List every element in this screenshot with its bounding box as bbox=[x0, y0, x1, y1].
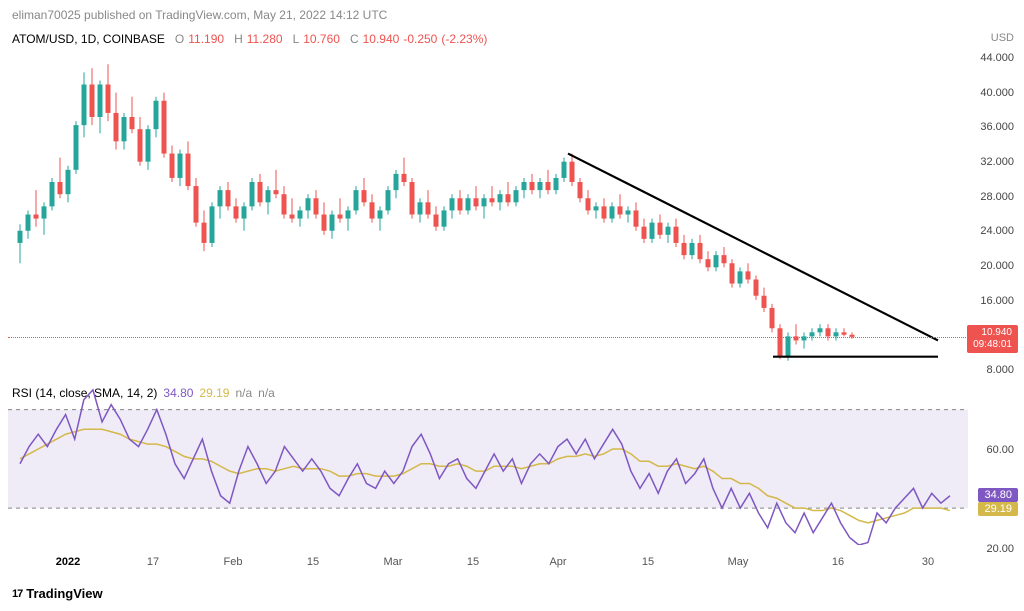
open-value: 11.190 bbox=[188, 32, 224, 46]
price-tick: 16.000 bbox=[980, 295, 1014, 307]
change-value: -0.250 bbox=[403, 32, 437, 46]
price-tick: 40.000 bbox=[980, 87, 1014, 99]
price-tick: 32.000 bbox=[980, 156, 1014, 168]
low-value: 10.760 bbox=[303, 32, 340, 46]
price-tick: 44.000 bbox=[980, 52, 1014, 64]
axis-title: USD bbox=[966, 32, 1014, 44]
high-value: 11.280 bbox=[247, 32, 283, 46]
time-label: 16 bbox=[832, 556, 844, 568]
time-label: 15 bbox=[467, 556, 479, 568]
rsi-tick: 60.00 bbox=[986, 444, 1014, 456]
change-pct: (-2.23%) bbox=[441, 32, 487, 46]
c-label: C bbox=[350, 32, 359, 46]
time-label: 15 bbox=[307, 556, 319, 568]
close-value: 10.940 bbox=[363, 32, 400, 46]
publish-header: eliman70025 published on TradingView.com… bbox=[12, 8, 387, 22]
symbol: ATOM/USD, 1D, COINBASE bbox=[12, 32, 165, 46]
price-tag-countdown: 09:48:01 bbox=[973, 339, 1012, 351]
l-label: L bbox=[293, 32, 300, 46]
time-label: 2022 bbox=[56, 556, 80, 568]
price-tag-value: 10.940 bbox=[973, 327, 1012, 339]
time-label: Feb bbox=[224, 556, 243, 568]
price-tick: 28.000 bbox=[980, 191, 1014, 203]
time-label: 30 bbox=[922, 556, 934, 568]
time-label: Apr bbox=[549, 556, 566, 568]
current-price-tag: 10.940 09:48:01 bbox=[967, 325, 1018, 353]
tv-logo-icon: 17 bbox=[12, 588, 22, 600]
footer: 17 TradingView bbox=[12, 586, 103, 601]
tv-brand: TradingView bbox=[26, 586, 102, 601]
rsi-tick: 20.00 bbox=[986, 543, 1014, 555]
rsi-axis: 60.0040.0020.00 bbox=[966, 390, 1014, 545]
time-label: 17 bbox=[147, 556, 159, 568]
price-tick: 8.000 bbox=[986, 364, 1014, 376]
h-label: H bbox=[234, 32, 243, 46]
symbol-info: ATOM/USD, 1D, COINBASE O 11.190 H 11.280… bbox=[12, 32, 487, 46]
rsi-tag-purple: 34.80 bbox=[978, 488, 1018, 502]
rsi-tag-yellow: 29.19 bbox=[978, 502, 1018, 516]
price-chart[interactable] bbox=[8, 52, 968, 377]
price-axis: USD 44.000 40.000 36.000 32.000 28.000 24.000… bbox=[966, 32, 1014, 374]
price-tick: 20.000 bbox=[980, 260, 1014, 272]
time-label: 15 bbox=[642, 556, 654, 568]
rsi-chart[interactable] bbox=[8, 385, 968, 545]
time-label: Mar bbox=[384, 556, 403, 568]
price-tick: 24.000 bbox=[980, 225, 1014, 237]
time-axis: 2022 17 Feb 15 Mar 15 Apr 15 May 16 30 bbox=[8, 556, 968, 576]
price-tick: 36.000 bbox=[980, 121, 1014, 133]
o-label: O bbox=[175, 32, 184, 46]
current-price-line bbox=[8, 337, 968, 338]
time-label: May bbox=[728, 556, 749, 568]
